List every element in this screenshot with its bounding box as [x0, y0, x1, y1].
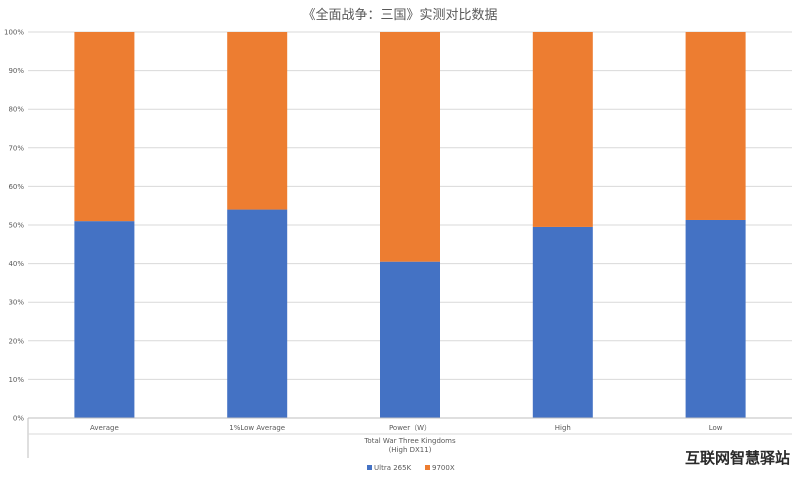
- y-tick-label: 20%: [8, 337, 24, 345]
- y-tick-label: 100%: [4, 29, 24, 37]
- x-category-label: High: [555, 424, 571, 432]
- y-tick-label: 60%: [8, 183, 24, 191]
- bars: [74, 32, 746, 418]
- bar-segment: [532, 32, 593, 227]
- legend-swatch: [367, 465, 372, 470]
- x-group-label-line2: (High DX11): [389, 446, 432, 454]
- legend-swatch: [425, 465, 430, 470]
- bar-segment: [74, 32, 135, 222]
- y-tick-label: 30%: [8, 299, 24, 307]
- bar-segment: [380, 261, 440, 418]
- x-group-label-line1: Total War Three Kingdoms: [363, 437, 456, 445]
- y-tick-label: 50%: [8, 222, 24, 230]
- watermark: 互联网智慧驿站: [685, 449, 790, 467]
- y-tick-label: 10%: [8, 376, 24, 384]
- bar-segment: [532, 226, 593, 418]
- y-tick-label: 80%: [8, 106, 24, 114]
- chart-title: 《全面战争：三国》实测对比数据: [302, 7, 497, 23]
- y-tick-label: 40%: [8, 260, 24, 268]
- legend-label: Ultra 265K: [374, 464, 412, 472]
- y-axis-ticks: 0% 10% 20% 30% 40% 50% 60% 70% 80% 90% 100%: [4, 29, 24, 423]
- x-category-label: Power（W）: [389, 424, 431, 432]
- bar-segment: [380, 32, 440, 262]
- x-axis-frame: [27, 417, 792, 458]
- y-tick-label: 70%: [8, 144, 24, 152]
- x-axis-categories: Average 1%Low Average Power（W） High Low: [90, 424, 723, 432]
- x-category-label: Low: [709, 424, 723, 432]
- x-category-label: 1%Low Average: [229, 424, 285, 432]
- bar-segment: [227, 209, 288, 418]
- bar-segment: [227, 32, 288, 210]
- y-tick-label: 0%: [13, 415, 24, 423]
- y-tick-label: 90%: [8, 67, 24, 75]
- x-category-label: Average: [90, 424, 119, 432]
- bar-segment: [685, 32, 746, 220]
- legend: Ultra 265K 9700X: [367, 464, 455, 472]
- bar-segment: [74, 221, 135, 418]
- legend-label: 9700X: [432, 464, 455, 472]
- bar-segment: [685, 219, 746, 418]
